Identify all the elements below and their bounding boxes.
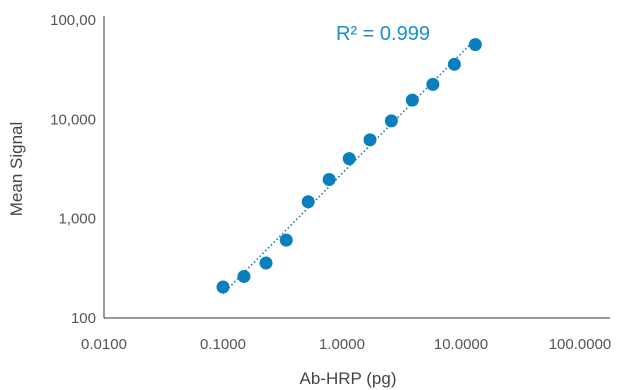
- data-point: [426, 77, 440, 91]
- x-tick-label: 0.1000: [200, 336, 246, 353]
- y-tick-label: 100,00: [50, 12, 96, 29]
- data-point: [301, 195, 315, 209]
- data-point: [342, 152, 356, 166]
- data-point: [468, 38, 482, 52]
- y-tick-label: 1,000: [58, 211, 96, 228]
- x-tick-labels: 0.0100 0.1000 1.0000 10.0000 100.0000: [81, 336, 611, 353]
- y-tick-label: 10,000: [50, 111, 96, 128]
- data-point: [259, 256, 273, 270]
- x-tick-label: 10.0000: [434, 336, 488, 353]
- data-point: [363, 133, 377, 147]
- data-point: [216, 280, 230, 294]
- data-point: [279, 233, 293, 247]
- trendline: [222, 38, 476, 295]
- data-point: [447, 57, 461, 71]
- x-tick-label: 100.0000: [549, 336, 612, 353]
- data-points: [216, 38, 482, 294]
- data-point: [405, 93, 419, 107]
- y-tick-labels: 100 1,000 10,000 100,00: [50, 12, 96, 327]
- y-axis-title: Mean Signal: [7, 122, 26, 217]
- data-point: [384, 114, 398, 128]
- data-point: [237, 269, 251, 283]
- data-point: [322, 172, 336, 186]
- r-squared-annotation: R² = 0.999: [336, 23, 430, 45]
- x-tick-label: 1.0000: [319, 336, 365, 353]
- y-tick-label: 100: [71, 310, 96, 327]
- x-axis-title: Ab-HRP (pg): [300, 369, 397, 388]
- x-tick-label: 0.0100: [81, 336, 127, 353]
- axes: [103, 16, 610, 319]
